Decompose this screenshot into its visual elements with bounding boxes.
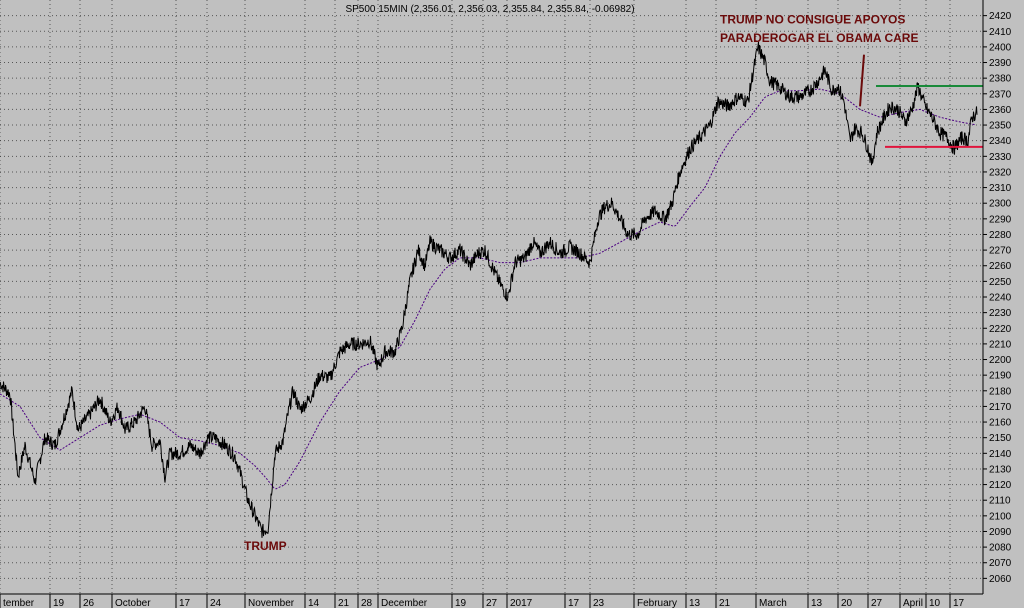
x-tick-label: November [248,598,295,608]
y-tick-label: 2230 [989,308,1012,319]
y-tick-label: 2150 [989,433,1012,444]
annotation-arrow [859,54,865,107]
x-tick-label: 10 [929,598,941,608]
y-tick-label: 2310 [989,183,1012,194]
y-tick-label: 2110 [989,496,1011,507]
y-tick-label: 2090 [989,527,1012,538]
x-axis: tember 19 26 October 17 24 November 14 21 28 Decem… [0,593,983,608]
y-tick-label: 2220 [989,324,1012,335]
x-tick-label: October [115,598,151,608]
y-tick-label: 2200 [989,355,1012,366]
y-tick-label: 2370 [989,89,1012,100]
moving-average-series [0,88,977,490]
annotation-1: PARADEROGAR EL OBAMA CARE [720,31,918,45]
y-tick-label: 2300 [989,199,1012,210]
y-tick-label: 2140 [989,449,1012,460]
x-tick-label: December [381,598,428,608]
price-line [0,41,978,538]
x-tick-label: 2017 [510,598,533,608]
y-tick-label: 2100 [989,511,1012,522]
arrow-line [859,54,865,107]
y-tick-label: 2380 [989,74,1012,85]
x-tick-label: April [903,598,923,608]
y-tick-label: 2320 [989,167,1012,178]
x-tick-label: 14 [308,598,320,608]
annotation-2: TRUMP [244,539,287,553]
y-tick-label: 2160 [989,418,1012,429]
x-tick-label: February [637,598,677,608]
y-tick-label: 2180 [989,386,1012,397]
y-tick-label: 2350 [989,121,1012,132]
y-tick-label: 2250 [989,277,1012,288]
x-tick-label: 19 [53,598,65,608]
x-tick-label: March [759,598,787,608]
y-tick-label: 2290 [989,214,1012,225]
x-tick-label: 27 [486,598,498,608]
x-tick-label: 21 [338,598,350,608]
x-tick-label: 20 [841,598,853,608]
x-tick-label: 27 [871,598,883,608]
horizontal-lines [876,84,983,148]
x-tick-label: 19 [455,598,467,608]
chart-title: SP500 15MIN (2,356.01, 2,356.03, 2,355.8… [345,4,634,15]
y-tick-label: 2170 [989,402,1012,413]
x-tick-label: 24 [210,598,222,608]
y-tick-label: 2400 [989,42,1012,53]
y-tick-label: 2270 [989,246,1012,257]
x-tick-label: tember [3,598,35,608]
grid-lines [0,0,983,594]
y-tick-label: 2340 [989,136,1012,147]
y-axis: 2060 2070 2080 2090 2100 2110 2120 2130 2140 2150… [982,0,1012,594]
y-tick-label: 2330 [989,152,1012,163]
x-tick-label: 28 [361,598,373,608]
y-tick-label: 2360 [989,105,1012,116]
annotations: TRUMP NO CONSIGUE APOYOS PARADEROGAR EL O… [244,12,918,553]
y-tick-label: 2190 [989,371,1012,382]
y-tick-label: 2070 [989,558,1012,569]
y-tick-label: 2080 [989,543,1012,554]
y-tick-label: 2260 [989,261,1012,272]
annotation-0: TRUMP NO CONSIGUE APOYOS [720,12,905,26]
x-tick-label: 21 [719,598,731,608]
x-tick-label: 17 [179,598,191,608]
moving-average-line [0,88,977,490]
price-series [0,41,978,538]
y-tick-label: 2060 [989,574,1012,585]
y-tick-label: 2280 [989,230,1012,241]
x-tick-label: 23 [593,598,605,608]
x-tick-label: 13 [811,598,823,608]
y-tick-label: 2420 [989,11,1012,22]
x-tick-label: 13 [689,598,701,608]
y-tick-label: 2390 [989,58,1012,69]
y-tick-label: 2210 [989,339,1012,350]
y-tick-label: 2130 [989,464,1012,475]
x-tick-label: 17 [953,598,965,608]
y-tick-label: 2120 [989,480,1012,491]
y-tick-label: 2240 [989,293,1012,304]
x-tick-label: 26 [83,598,95,608]
x-tick-label: 17 [568,598,580,608]
y-tick-label: 2410 [989,27,1012,38]
